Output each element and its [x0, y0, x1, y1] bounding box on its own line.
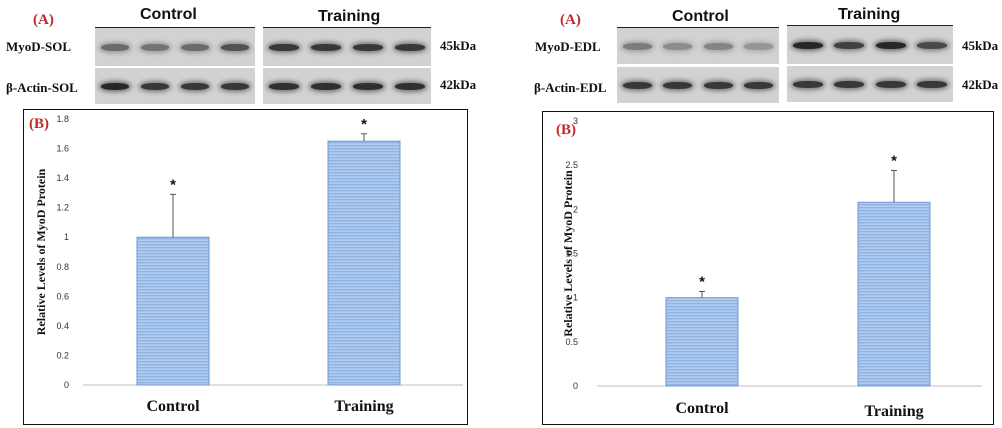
y-tick-label: 1	[573, 293, 578, 303]
blot-band	[744, 81, 774, 89]
significance-star: *	[361, 116, 367, 133]
blot-band	[917, 80, 948, 88]
significance-star: *	[699, 273, 705, 290]
blot-group-training: Training	[838, 6, 901, 23]
blot-band	[100, 43, 130, 51]
y-tick-label: 0.5	[565, 337, 578, 347]
bar-chart-sol: 0 0.2 0.4 0.6 0.8 1 1.2 1.4 1.6 1.8 Relative Level…	[34, 114, 463, 415]
bar	[136, 236, 210, 386]
bar-chart-edl: 0 0.5 1 1.5 2 2.5 3 Relative Levels of MyoD Pro…	[561, 116, 982, 420]
blot-band	[180, 82, 210, 90]
y-tick-label: 0	[573, 381, 578, 391]
blot-strip-training	[263, 28, 431, 66]
blot-tag: (A)	[33, 12, 54, 28]
category-label: Control	[146, 398, 200, 415]
blot-band	[622, 42, 652, 50]
blot-band	[663, 42, 693, 50]
blot-band	[100, 82, 130, 90]
bar	[857, 201, 931, 387]
blot-band	[792, 41, 823, 49]
blot-band	[394, 43, 426, 51]
category-label: Training	[864, 403, 923, 420]
blot-band	[744, 42, 774, 50]
y-tick-label: 1.4	[56, 173, 69, 183]
blot-tag: (A)	[560, 12, 581, 28]
y-tick-label: 1.8	[56, 114, 69, 124]
blot-band	[220, 82, 250, 90]
y-tick-label: 1.2	[56, 203, 69, 213]
blot-strip-control	[617, 67, 779, 103]
blot-kda-label: 45kDa	[440, 38, 477, 53]
blot-band	[394, 82, 426, 90]
blot-strip-control	[95, 68, 255, 104]
blot-group-control: Control	[140, 6, 197, 23]
blot-band	[352, 43, 384, 51]
blot-band	[792, 80, 823, 88]
y-tick-label: 0	[64, 380, 69, 390]
category-label: Control	[675, 400, 729, 417]
blot-band	[834, 41, 865, 49]
blot-band	[140, 82, 170, 90]
blot-kda-label: 42kDa	[440, 77, 477, 92]
blot-band	[622, 81, 652, 89]
y-axis-label: Relative Levels of MyoD Protein	[561, 170, 575, 337]
y-tick-label: 2	[573, 204, 578, 214]
blot-kda-label: 45kDa	[962, 38, 999, 53]
blot-band	[352, 82, 384, 90]
blot-band	[917, 41, 948, 49]
y-tick-label: 1.5	[565, 249, 578, 259]
bar	[665, 297, 739, 387]
blot-band	[268, 43, 300, 51]
blot-band	[834, 80, 865, 88]
blot-band	[875, 80, 906, 88]
blot-band	[310, 82, 342, 90]
bar	[327, 140, 401, 386]
y-axis-label: Relative Levels of MyoD Protein	[34, 168, 48, 335]
significance-star: *	[170, 176, 176, 193]
y-tick-label: 0.4	[56, 321, 69, 331]
blot-band	[180, 43, 210, 51]
blot-band	[703, 42, 733, 50]
blot-band	[268, 82, 300, 90]
blot-row-label: β-Actin-SOL	[6, 80, 78, 95]
chart-tag: (B)	[556, 122, 576, 138]
blot-strip-control	[95, 28, 255, 66]
y-tick-label: 0.6	[56, 291, 69, 301]
y-tick-label: 2.5	[565, 160, 578, 170]
blot-strip-training	[263, 68, 431, 104]
blot-band	[310, 43, 342, 51]
blot-kda-label: 42kDa	[962, 77, 999, 92]
y-tick-label: 3	[573, 116, 578, 126]
blot-group-control: Control	[672, 8, 729, 25]
y-tick-label: 0.8	[56, 262, 69, 272]
blot-row-label: β-Actin-EDL	[534, 80, 607, 95]
blot-row-label: MyoD-EDL	[535, 39, 601, 54]
blot-strip-training	[787, 66, 953, 102]
blot-strip-control	[617, 28, 779, 64]
y-tick-label: 0.2	[56, 350, 69, 360]
blot-band	[663, 81, 693, 89]
blot-band	[220, 43, 250, 51]
blot-group-training: Training	[318, 8, 381, 25]
blot-band	[703, 81, 733, 89]
y-tick-label: 1	[64, 232, 69, 242]
blot-strip-training	[787, 26, 953, 64]
significance-star: *	[891, 152, 897, 169]
blot-band	[875, 41, 906, 49]
category-label: Training	[334, 398, 393, 415]
blot-row-label: MyoD-SOL	[6, 39, 71, 54]
blot-band	[140, 43, 170, 51]
y-tick-label: 1.6	[56, 144, 69, 154]
chart-tag: (B)	[29, 116, 49, 132]
